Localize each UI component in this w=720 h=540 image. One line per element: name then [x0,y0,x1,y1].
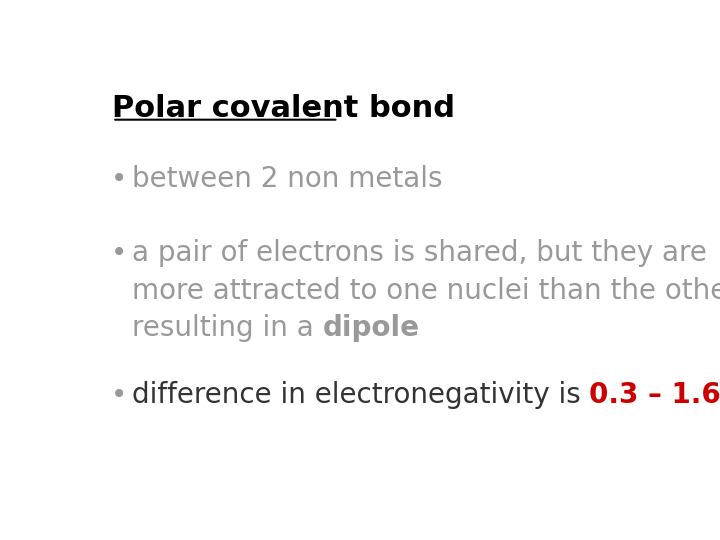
Text: more attracted to one nuclei than the other: more attracted to one nuclei than the ot… [132,277,720,305]
Text: between 2 non metals: between 2 non metals [132,165,442,193]
Text: Polar covalent bond: Polar covalent bond [112,94,455,123]
Text: •: • [111,165,127,193]
Text: resulting in a: resulting in a [132,314,323,342]
Text: •: • [111,381,127,409]
Text: difference in electronegativity is: difference in electronegativity is [132,381,590,409]
Text: a pair of electrons is shared, but they are: a pair of electrons is shared, but they … [132,239,707,267]
Text: dipole: dipole [323,314,420,342]
Text: 0.3 – 1.6: 0.3 – 1.6 [590,381,720,409]
Text: •: • [111,239,127,267]
